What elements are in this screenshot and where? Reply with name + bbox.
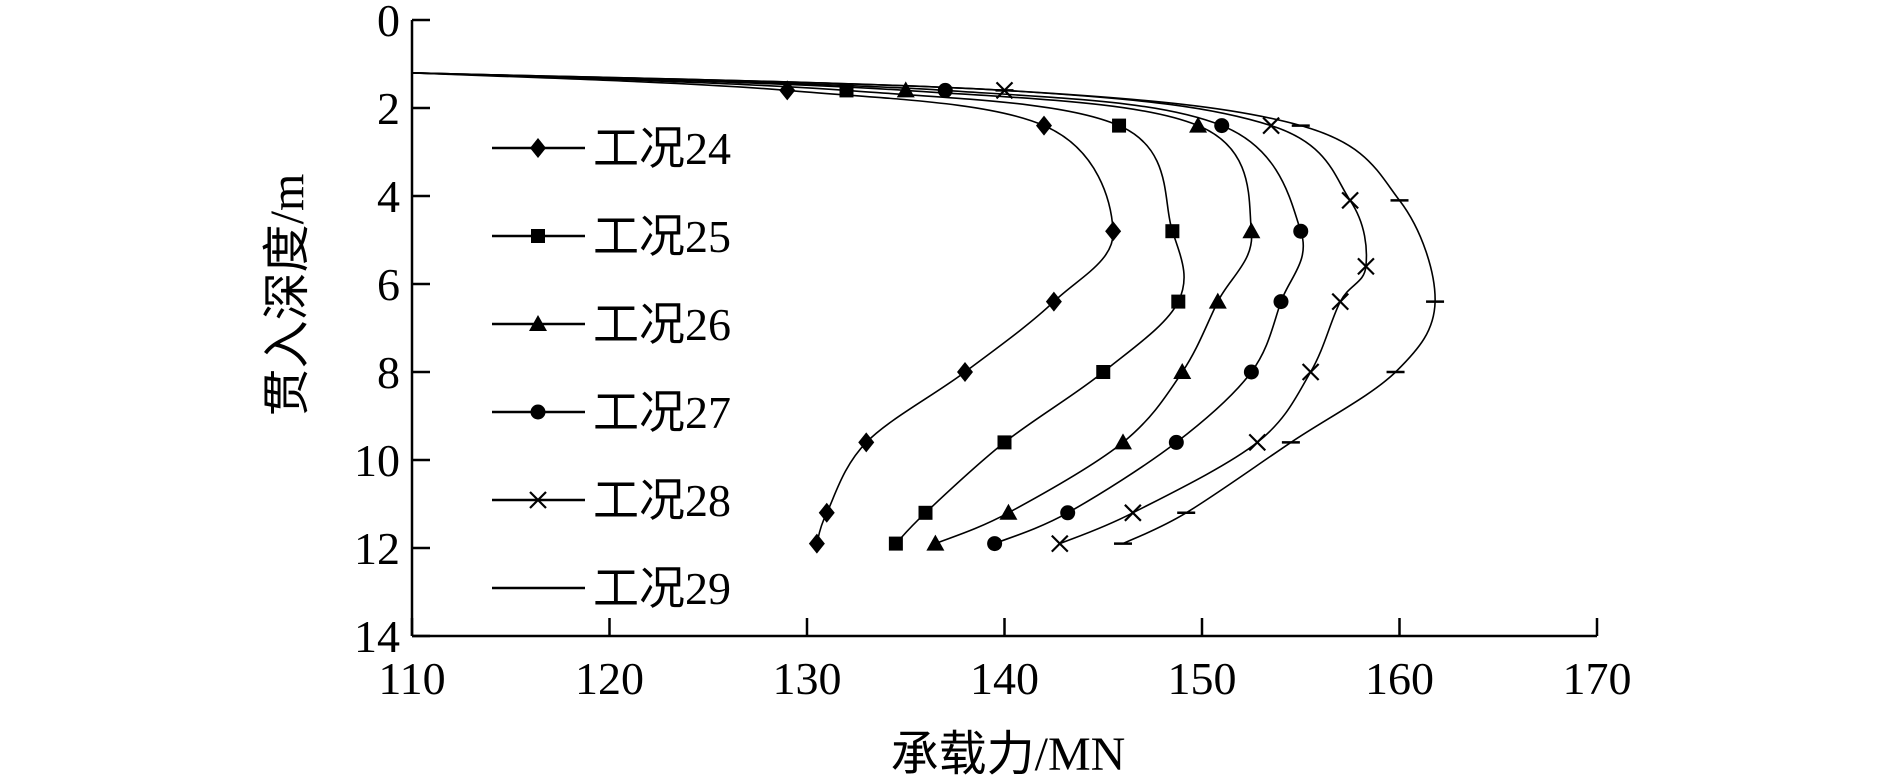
marker-square (1171, 294, 1186, 309)
marker-circle (530, 404, 546, 420)
marker-triangle (529, 315, 547, 331)
marker-square (1096, 365, 1111, 379)
y-tick-label: 2 (377, 83, 400, 134)
y-tick-label: 14 (354, 611, 400, 662)
legend-label: 工况26 (593, 299, 731, 350)
y-tick-label: 6 (377, 259, 400, 310)
marker-square (1112, 118, 1127, 133)
marker-x (1248, 433, 1267, 452)
marker-x-stroke (1341, 191, 1359, 210)
legend-item-5: 工况28 (492, 475, 731, 526)
marker-square (1165, 224, 1180, 239)
marker-triangle (1242, 222, 1261, 239)
x-tick-label: 150 (1168, 653, 1237, 704)
legend-item-2: 工况25 (492, 211, 731, 262)
marker-circle (1243, 364, 1259, 380)
marker-x-stroke (1301, 363, 1320, 381)
y-tick-label: 0 (377, 0, 400, 46)
x-tick-label: 130 (773, 653, 842, 704)
y-tick-label: 4 (377, 171, 400, 222)
marker-square (888, 536, 903, 551)
marker-triangle (1114, 433, 1132, 450)
marker-circle (1273, 294, 1289, 310)
axes: 110 120 130 140 150 160 170 0 2 4 6 8 10 12 14 (354, 0, 1632, 704)
marker-x (1331, 292, 1350, 311)
marker-x-stroke (1051, 534, 1069, 553)
marker-x (1357, 257, 1375, 276)
marker-diamond (1045, 291, 1062, 312)
marker-x (1341, 191, 1359, 210)
x-tick-label: 110 (378, 653, 445, 704)
x-tick-label: 160 (1365, 653, 1434, 704)
legend-label: 工况29 (593, 563, 731, 614)
y-axis-label: 贯入深度/m (261, 174, 314, 417)
x-tick-label: 140 (970, 653, 1039, 704)
marker-triangle (1173, 363, 1192, 379)
legend-label: 工况25 (593, 211, 731, 262)
marker-triangle (896, 81, 915, 98)
marker-diamond (530, 138, 546, 158)
series-line (411, 72, 1305, 545)
marker-circle (1060, 505, 1076, 521)
x-tick-label: 120 (575, 653, 644, 704)
series-layer (411, 72, 1445, 554)
series-5 (411, 72, 1375, 553)
series-4 (411, 72, 1309, 552)
marker-diamond (858, 432, 875, 453)
marker-square (531, 229, 545, 243)
legend-label: 工况27 (593, 387, 731, 438)
marker-x-stroke (1124, 504, 1142, 522)
series-line (411, 72, 1114, 544)
marker-circle (987, 536, 1003, 552)
y-tick-label: 12 (354, 523, 400, 574)
marker-x-stroke (529, 491, 547, 509)
series-1 (411, 72, 1122, 554)
marker-x (529, 491, 547, 509)
series-3 (411, 72, 1261, 551)
marker-diamond (808, 533, 825, 554)
marker-diamond (1105, 221, 1122, 242)
marker-diamond (818, 502, 835, 523)
marker-x (1124, 504, 1142, 522)
legend-item-4: 工况27 (492, 387, 731, 438)
marker-triangle (926, 534, 945, 551)
marker-circle (937, 82, 953, 98)
series-line (411, 72, 1185, 545)
marker-diamond (957, 362, 973, 382)
marker-diamond (1036, 115, 1052, 136)
marker-x-stroke (1357, 257, 1375, 276)
y-tick-label: 8 (377, 347, 400, 398)
legend-label: 工况24 (593, 123, 731, 174)
series-6 (411, 72, 1445, 545)
marker-square (918, 505, 933, 520)
marker-circle (1214, 118, 1230, 134)
legend-item-1: 工况24 (492, 123, 731, 174)
marker-triangle (1189, 116, 1208, 133)
marker-triangle (999, 503, 1018, 520)
legend-label: 工况28 (593, 475, 731, 526)
x-axis-label: 承载力/MN (891, 728, 1126, 781)
marker-circle (1168, 434, 1184, 450)
legend: 工况24 工况25 工况26 工况27 工况28 工况29 (492, 123, 731, 614)
marker-x-stroke (1331, 292, 1350, 311)
y-tick-label: 10 (354, 435, 400, 486)
marker-x-stroke (1248, 433, 1267, 452)
series-line (411, 72, 1436, 545)
x-tick-label: 170 (1563, 653, 1632, 704)
marker-x (1051, 534, 1069, 553)
marker-circle (1293, 223, 1309, 239)
marker-x (1301, 363, 1320, 381)
marker-triangle (1208, 292, 1227, 309)
legend-item-6: 工况29 (492, 563, 731, 614)
legend-item-3: 工况26 (492, 299, 731, 350)
marker-square (997, 435, 1012, 450)
